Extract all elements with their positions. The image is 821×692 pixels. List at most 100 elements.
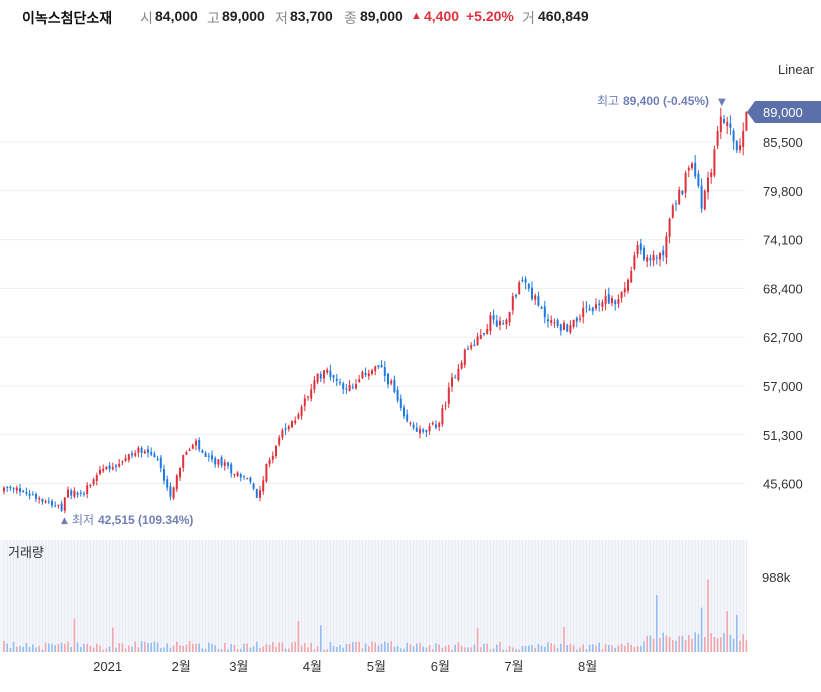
volume-bar	[230, 643, 232, 652]
candle-body	[505, 319, 508, 325]
y-tick-label: 51,300	[763, 428, 803, 443]
volume-bar	[726, 611, 728, 652]
last-price-value: 89,000	[763, 105, 803, 120]
candle-body	[252, 483, 255, 489]
volume-bar	[195, 643, 197, 652]
volume-bar	[291, 642, 293, 652]
candle-body	[486, 328, 489, 334]
volume-bar	[41, 649, 44, 652]
candle-body	[428, 426, 431, 432]
volume-bar	[681, 635, 684, 652]
candle-body	[371, 370, 373, 374]
volume-bar	[112, 627, 114, 652]
volume-bar	[697, 634, 700, 652]
candle-body	[364, 372, 367, 376]
candle-body	[387, 373, 389, 385]
volume-bar	[320, 625, 322, 652]
volume-bar	[76, 642, 79, 652]
candle-body	[572, 319, 575, 327]
volume-bar	[163, 647, 165, 652]
volume-bar	[284, 648, 287, 652]
y-tick-label: 68,400	[763, 281, 803, 296]
candle-body	[319, 374, 322, 379]
candle-body	[540, 307, 543, 309]
low-value: 83,700	[290, 8, 333, 24]
volume-bar	[140, 641, 143, 652]
volume-bar	[582, 644, 584, 652]
y-tick-label: 45,600	[763, 477, 803, 492]
volume-bar	[108, 646, 111, 652]
volume-bar	[729, 634, 732, 652]
scale-mode-toggle[interactable]: Linear	[778, 62, 815, 77]
volume-bar	[99, 645, 101, 652]
volume-bar	[294, 641, 296, 652]
candle-body	[707, 177, 709, 193]
candle-body	[502, 323, 505, 325]
candle-body	[44, 501, 47, 503]
volume-bar	[425, 647, 428, 652]
stock-name: 이녹스첨단소재	[22, 10, 113, 26]
candle-body	[332, 375, 335, 378]
volume-bar	[745, 640, 748, 652]
volume-bar	[496, 644, 498, 652]
candle-body	[51, 501, 53, 506]
volume-bar	[444, 646, 447, 652]
candle-body	[102, 468, 105, 472]
volume-bar	[448, 645, 450, 652]
volume-bar	[54, 645, 56, 652]
volume-bar	[656, 595, 658, 652]
candle-body	[367, 373, 370, 377]
candle-body	[396, 389, 399, 401]
volume-bar	[297, 620, 300, 652]
candle-body	[412, 424, 415, 428]
candle-body	[127, 454, 130, 460]
volume-bar	[80, 647, 82, 652]
candle-body	[566, 324, 569, 332]
volume-bar	[51, 643, 53, 652]
volume-bar	[16, 646, 18, 652]
volume-bar	[179, 645, 181, 652]
candle-body	[441, 407, 444, 425]
volume-bar	[57, 644, 60, 652]
open-value: 84,000	[155, 8, 198, 24]
volume-bar	[515, 648, 517, 652]
candle-body	[326, 369, 329, 373]
volume-bar	[403, 648, 405, 652]
candle-body	[9, 486, 12, 488]
candle-body	[172, 487, 175, 499]
volume-bar	[6, 643, 8, 652]
candle-body	[38, 498, 41, 500]
volume-bar	[531, 644, 533, 652]
candle-body	[323, 370, 325, 379]
volume-bar	[211, 643, 213, 652]
low-label: 저	[275, 10, 288, 26]
min-annotation-value: 42,515 (109.34%)	[98, 513, 193, 527]
volume-bar	[534, 647, 536, 652]
candle-body	[700, 185, 703, 209]
volume-bar	[166, 643, 168, 652]
volume-bar	[393, 646, 396, 652]
candle-body	[230, 464, 233, 474]
x-tick-label: 7월	[504, 659, 523, 674]
volume-bar	[640, 645, 642, 652]
volume-bar	[332, 645, 335, 652]
candle-body	[716, 131, 719, 146]
volume-bar	[710, 633, 712, 652]
candle-body	[710, 172, 713, 178]
candle-body	[294, 420, 297, 424]
max-annotation-label: 최고	[597, 94, 619, 108]
candle-body	[723, 118, 725, 123]
volume-bar	[198, 643, 200, 652]
volume-bar	[150, 642, 152, 652]
candle-body	[527, 283, 530, 289]
candle-body	[243, 475, 245, 477]
candle-body	[134, 453, 137, 456]
candle-body	[483, 332, 485, 335]
volume-bar	[236, 648, 239, 652]
volume-bar	[12, 642, 15, 652]
volume-bar	[374, 642, 376, 652]
candle-body	[438, 422, 441, 428]
volume-bar	[128, 645, 130, 652]
candle-body	[627, 279, 629, 292]
